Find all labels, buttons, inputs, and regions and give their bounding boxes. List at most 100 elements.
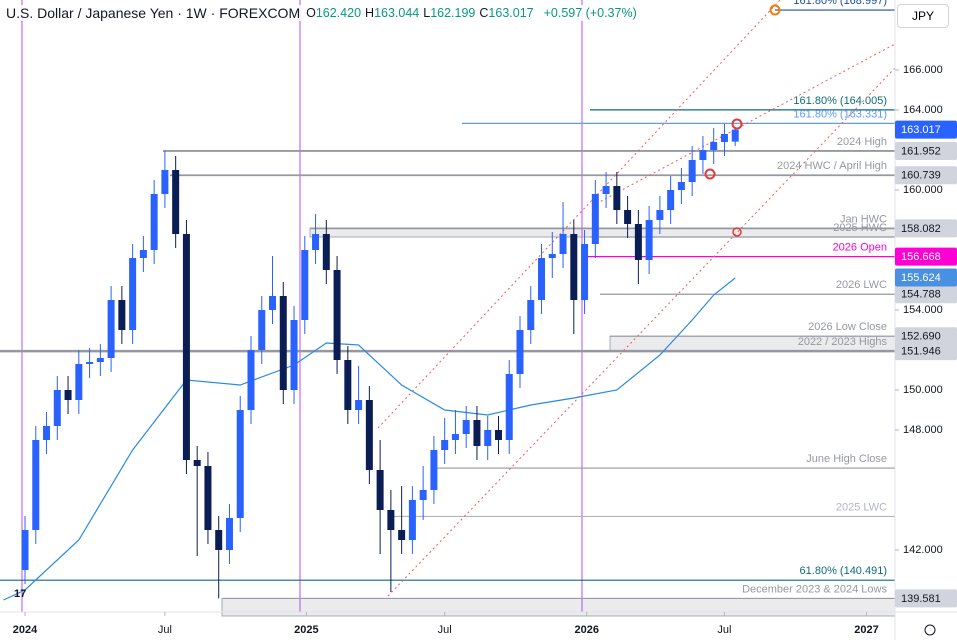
level-label: 161.80% (168.997) — [793, 0, 887, 7]
x-tick-label: Jul — [438, 624, 452, 636]
candle-body — [430, 450, 438, 490]
candle-body — [656, 210, 664, 220]
candle-body — [581, 244, 589, 300]
candle-body — [32, 440, 40, 530]
marker — [731, 118, 743, 130]
marker — [704, 168, 716, 180]
candle-body — [387, 510, 395, 530]
y-tick-label: 148.000 — [903, 424, 943, 436]
candle-body — [312, 234, 320, 250]
candle-body — [107, 300, 115, 358]
y-tick-label: 142.000 — [903, 544, 943, 556]
candle-body — [731, 129, 739, 142]
candle-body — [376, 470, 384, 510]
price-tag-label: 155.624 — [901, 272, 941, 284]
levels: 161.80% (168.997) 161.80% (164.005)161.80… — [0, 0, 896, 617]
x-tick-label: Jul — [158, 624, 172, 636]
level-zone — [309, 227, 896, 238]
candle-body — [365, 400, 373, 470]
candle-body — [494, 430, 502, 440]
candle-body — [322, 234, 330, 270]
price-tag — [895, 589, 957, 608]
price-axis — [895, 0, 957, 640]
candle-body — [559, 234, 567, 254]
x-tick-label: 2027 — [854, 624, 878, 636]
quote-value: 162.420 — [315, 6, 362, 20]
level-label: 2024 HWC / April High — [777, 160, 887, 172]
candle-body — [269, 296, 277, 310]
candle-body — [139, 250, 147, 258]
candle-body — [236, 410, 244, 518]
candle-body — [473, 420, 481, 446]
candle-body — [247, 350, 255, 410]
x-tick-label: Jul — [717, 624, 731, 636]
level-label: Jan HWC — [840, 213, 887, 225]
symbol: U.S. Dollar / Japanese Yen · 1W · FOREXC… — [6, 5, 301, 21]
price-tag — [895, 247, 957, 266]
level-label: 61.80% (140.491) — [800, 565, 887, 577]
candle-body — [570, 234, 578, 300]
candle-body — [710, 142, 718, 150]
price-tag-label: 156.668 — [901, 251, 941, 263]
quote-value: 163.044 — [374, 6, 420, 20]
candle-body — [624, 210, 632, 224]
quote-label: L — [423, 6, 431, 20]
candle-body — [505, 374, 513, 440]
currency-button[interactable]: JPY — [897, 4, 949, 28]
quote-label: C — [479, 6, 489, 20]
level-label: 2024 High — [837, 136, 887, 148]
axis: 166.000 164.000 160.000 154.000 150.000 148.0… — [13, 64, 957, 636]
price-tag — [895, 327, 957, 346]
price-tag-label: 161.952 — [901, 145, 941, 157]
y-tick-label: 154.000 — [903, 304, 943, 316]
price-tag — [895, 342, 957, 361]
price-tag-label: 151.946 — [901, 345, 941, 357]
candle-body — [484, 430, 492, 446]
y-tick-label: 150.000 — [903, 384, 943, 396]
level-label: 2026 Low Close — [808, 321, 887, 333]
candle-body — [172, 170, 180, 234]
candle-body — [451, 434, 459, 440]
level-label: 2022 / 2023 Highs — [798, 336, 888, 348]
header: U.S. Dollar / Japanese Yen · 1W · FOREXC… — [6, 5, 637, 21]
candle-body — [355, 400, 363, 410]
candle-body — [215, 530, 223, 550]
candle-body — [75, 364, 83, 400]
marker — [769, 4, 781, 16]
level-zone — [221, 597, 896, 617]
candle-body — [591, 194, 599, 244]
price-tag — [895, 120, 957, 139]
candle-body — [645, 220, 653, 260]
candle-body — [538, 258, 546, 300]
candle-body — [161, 170, 169, 194]
quote-label: H — [365, 6, 375, 20]
candle-body — [699, 150, 707, 160]
candle-body — [398, 530, 406, 540]
change: +0.597 (+0.37%) — [543, 6, 637, 20]
channel-line — [591, 43, 896, 207]
candle-body — [344, 360, 352, 410]
candle-body — [527, 300, 535, 330]
candle-body — [258, 310, 266, 350]
candle-body — [43, 426, 51, 440]
candle-body — [720, 134, 728, 142]
price-tag-label: 163.017 — [901, 124, 941, 136]
candle-body — [441, 440, 449, 450]
candle-body — [64, 390, 72, 400]
level-label: 2025 LWC — [836, 501, 887, 513]
candle-body — [667, 190, 675, 210]
candle-body — [193, 460, 201, 466]
candle-body — [677, 182, 685, 190]
level-label: 161.80% (163.331) — [793, 108, 887, 120]
settings-icon[interactable] — [924, 624, 936, 636]
level-label: 2025 HWC — [833, 222, 887, 234]
candle-body — [462, 420, 470, 434]
price-tag-label: 139.581 — [901, 593, 941, 605]
candle-body — [118, 300, 126, 330]
candle-body — [150, 194, 158, 250]
moving-average — [3, 277, 736, 601]
quote-value: 163.017 — [488, 6, 534, 20]
candle-body — [182, 234, 190, 460]
